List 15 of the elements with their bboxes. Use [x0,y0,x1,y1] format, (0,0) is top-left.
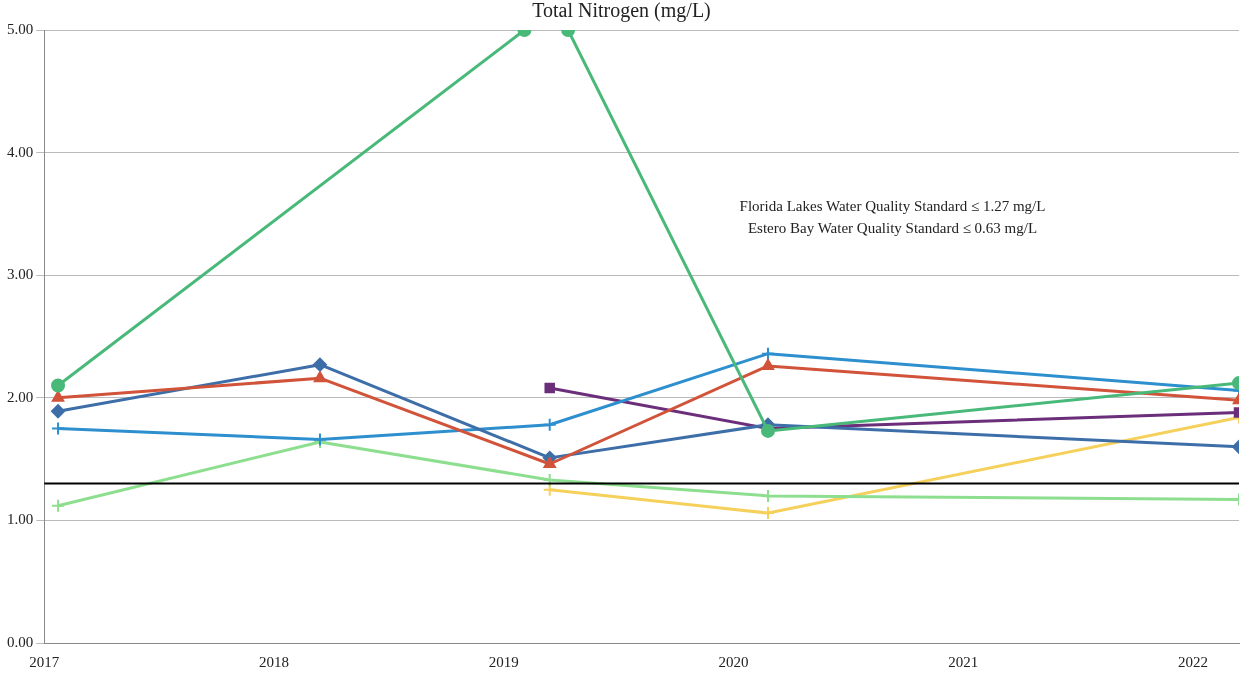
y-tick-label: 3.00 [7,266,34,283]
x-tick-label: 2021 [948,653,979,670]
x-tick-label: 2020 [718,653,749,670]
y-tick-label: 0.00 [7,633,34,650]
x-tick-label: 2022 [1178,653,1209,670]
y-tick-label: 2.00 [7,388,34,405]
y-tick-label: 5.00 [7,20,34,37]
x-tick-label: 2019 [488,653,519,670]
x-tick-label: 2017 [29,653,60,670]
y-tick-label: 1.00 [7,511,34,528]
chart-title: Total Nitrogen (mg/L) [532,0,711,23]
annotation: Florida Lakes Water Quality Standard ≤ 1.27 mg/L [739,197,1046,214]
y-tick-label: 4.00 [7,143,34,160]
annotation: Estero Bay Water Quality Standard ≤ 0.63 mg/L [747,219,1038,236]
x-tick-label: 2018 [259,653,290,670]
